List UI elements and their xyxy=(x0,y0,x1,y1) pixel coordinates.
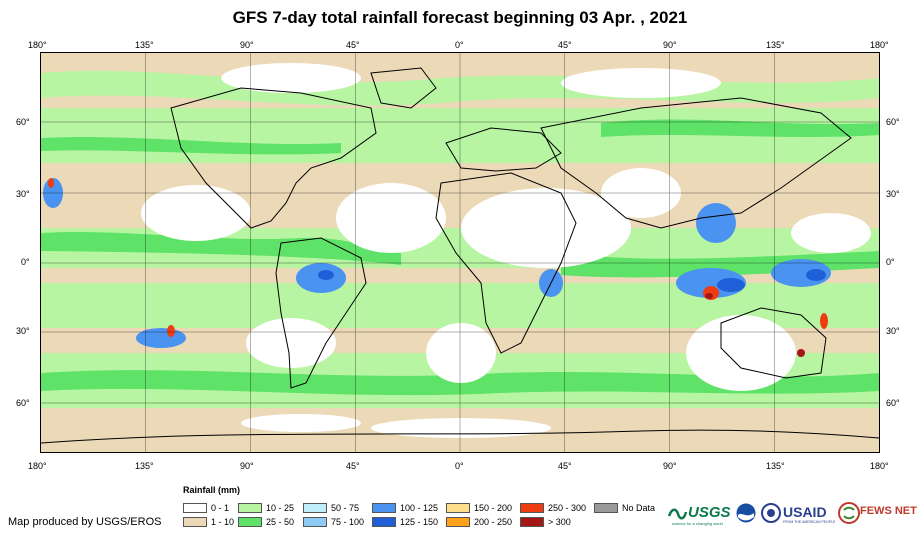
lon-label-top: 180° xyxy=(28,40,47,50)
legend-label: 1 - 10 xyxy=(211,517,235,527)
lon-label-bottom: 180° xyxy=(28,461,47,471)
lon-label-top: 135° xyxy=(766,40,785,50)
usgs-tagline: science for a changing world xyxy=(672,521,723,526)
legend-label: No Data xyxy=(622,503,656,513)
legend-title: Rainfall (mm) xyxy=(183,485,241,495)
usaid-seal-icon xyxy=(761,503,781,523)
map-title: GFS 7-day total rainfall forecast beginn… xyxy=(232,8,688,27)
lat-label-right: 30° xyxy=(886,326,900,336)
lat-label-left: 60° xyxy=(16,117,30,127)
lat-label-left: 30° xyxy=(16,189,30,199)
lon-label-top: 135° xyxy=(135,40,154,50)
fews-globe-icon xyxy=(838,502,860,524)
lat-label-left: 60° xyxy=(16,398,30,408)
lon-label-top: 180° xyxy=(870,40,889,50)
noaa-logo-icon xyxy=(736,503,756,523)
legend-swatch xyxy=(594,503,618,513)
legend-label: 75 - 100 xyxy=(331,517,365,527)
lat-label-right: 30° xyxy=(886,189,900,199)
fews-logo-text: FEWS NET xyxy=(860,505,917,517)
lat-label-left: 0° xyxy=(21,257,30,267)
rainfall-map-canvas xyxy=(41,53,879,452)
legend-swatch xyxy=(372,517,396,527)
fews-logo: FEWS NET xyxy=(838,500,917,526)
lon-label-top: 90° xyxy=(663,40,677,50)
lon-label-top: 90° xyxy=(240,40,254,50)
usaid-tagline: FROM THE AMERICAN PEOPLE xyxy=(783,520,836,524)
lon-label-bottom: 90° xyxy=(663,461,677,471)
legend-label: 150 - 200 xyxy=(474,503,513,513)
legend-label: 0 - 1 xyxy=(211,503,230,513)
legend-swatch xyxy=(183,503,207,513)
lon-label-bottom: 45° xyxy=(558,461,572,471)
lon-label-bottom: 135° xyxy=(135,461,154,471)
legend-label: 100 - 125 xyxy=(400,503,439,513)
legend-swatch xyxy=(303,503,327,513)
legend-swatch xyxy=(520,517,544,527)
legend-swatch xyxy=(183,517,207,527)
legend-label: 10 - 25 xyxy=(266,503,295,513)
legend-label: 50 - 75 xyxy=(331,503,360,513)
legend-swatch xyxy=(238,503,262,513)
lon-label-bottom: 135° xyxy=(766,461,785,471)
legend-label: 200 - 250 xyxy=(474,517,513,527)
lon-label-top: 45° xyxy=(346,40,360,50)
lon-label-bottom: 45° xyxy=(346,461,360,471)
legend-swatch xyxy=(446,503,470,513)
legend-swatch xyxy=(372,503,396,513)
legend-label: 125 - 150 xyxy=(400,517,439,527)
rainfall-map xyxy=(40,52,880,453)
lat-label-right: 60° xyxy=(886,117,900,127)
legend-swatch xyxy=(238,517,262,527)
lat-label-right: 60° xyxy=(886,398,900,408)
usaid-logo: USAID FROM THE AMERICAN PEOPLE xyxy=(783,502,839,526)
lat-label-right: 0° xyxy=(886,257,895,267)
legend-swatch xyxy=(446,517,470,527)
legend-label: 25 - 50 xyxy=(266,517,295,527)
usgs-logo: USGS science for a changing world xyxy=(667,502,736,526)
legend-swatch xyxy=(303,517,327,527)
lon-label-top: 45° xyxy=(558,40,572,50)
lon-label-bottom: 90° xyxy=(240,461,254,471)
map-credit: Map produced by USGS/EROS xyxy=(8,516,162,528)
legend-label: > 300 xyxy=(548,517,571,527)
usaid-logo-text: USAID xyxy=(783,504,827,520)
usgs-wave-icon xyxy=(667,508,688,520)
lon-label-bottom: 180° xyxy=(870,461,889,471)
lon-label-bottom: 0° xyxy=(455,461,464,471)
legend-swatch xyxy=(520,503,544,513)
lat-label-left: 30° xyxy=(16,326,30,336)
lon-label-top: 0° xyxy=(455,40,464,50)
legend-label: 250 - 300 xyxy=(548,503,587,513)
usgs-logo-text: USGS xyxy=(688,504,731,521)
